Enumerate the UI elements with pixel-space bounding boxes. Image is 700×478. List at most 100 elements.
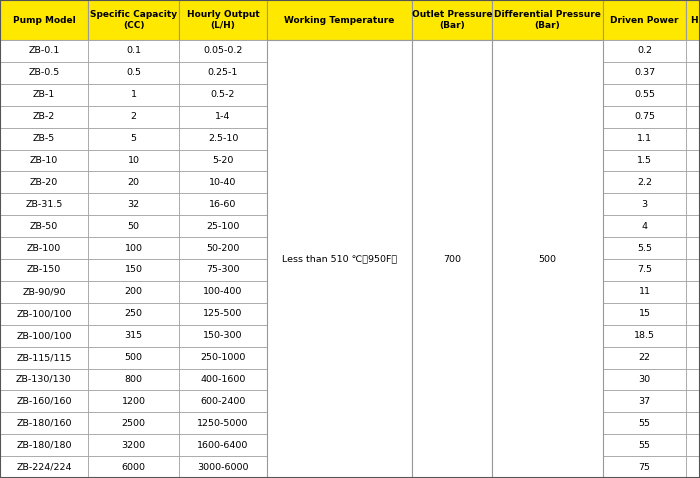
Text: 125-500: 125-500 [203, 309, 243, 318]
Bar [267, 0, 412, 40]
Bar [88, 172, 179, 193]
Text: ZB-0.1: ZB-0.1 [29, 46, 60, 55]
Bar [88, 259, 179, 281]
Text: 400-1600: 400-1600 [200, 375, 246, 384]
Bar [88, 40, 179, 62]
Bar [603, 391, 686, 413]
Bar [179, 325, 267, 347]
Text: 22: 22 [638, 353, 650, 362]
Text: ZB-224/224: ZB-224/224 [16, 463, 71, 472]
Text: 100-400: 100-400 [203, 287, 243, 296]
Bar [179, 259, 267, 281]
Bar [686, 150, 700, 172]
Text: ZB-180/180: ZB-180/180 [16, 441, 71, 450]
Bar [179, 84, 267, 106]
Text: ZB-100/100: ZB-100/100 [16, 309, 71, 318]
Text: 11: 11 [638, 287, 650, 296]
Text: 500: 500 [125, 353, 143, 362]
Text: ZB-1: ZB-1 [33, 90, 55, 99]
Bar [0, 303, 88, 325]
Bar [179, 106, 267, 128]
Bar [0, 369, 88, 391]
Text: ZB-115/115: ZB-115/115 [16, 353, 71, 362]
Bar [0, 0, 88, 40]
Bar [0, 281, 88, 303]
Bar [492, 40, 603, 478]
Text: ZB-31.5: ZB-31.5 [25, 200, 63, 209]
Text: 37: 37 [638, 397, 650, 406]
Text: 1250-5000: 1250-5000 [197, 419, 248, 428]
Bar [603, 434, 686, 456]
Bar [88, 84, 179, 106]
Text: 20: 20 [127, 178, 139, 187]
Bar [88, 391, 179, 413]
Bar [603, 281, 686, 303]
Bar [88, 106, 179, 128]
Bar [603, 347, 686, 369]
Text: Pump Model: Pump Model [13, 15, 76, 24]
Bar [267, 40, 412, 478]
Bar [179, 237, 267, 259]
Text: Differential Pressure
(Bar): Differential Pressure (Bar) [494, 10, 601, 30]
Text: 55: 55 [638, 441, 650, 450]
Text: 250-1000: 250-1000 [200, 353, 246, 362]
Text: ZB-5: ZB-5 [33, 134, 55, 143]
Bar [179, 434, 267, 456]
Bar [0, 347, 88, 369]
Bar [0, 62, 88, 84]
Bar [179, 0, 267, 40]
Text: 315: 315 [125, 331, 143, 340]
Bar [686, 281, 700, 303]
Bar [88, 369, 179, 391]
Text: ZB-2: ZB-2 [33, 112, 55, 121]
Bar [0, 434, 88, 456]
Bar [0, 40, 88, 62]
Text: 32: 32 [127, 200, 139, 209]
Text: 75: 75 [638, 463, 650, 472]
Bar [0, 325, 88, 347]
Bar [179, 62, 267, 84]
Text: 75-300: 75-300 [206, 265, 239, 274]
Bar [686, 84, 700, 106]
Bar [686, 0, 700, 40]
Bar [0, 391, 88, 413]
Bar [686, 347, 700, 369]
Bar [686, 303, 700, 325]
Text: 10-40: 10-40 [209, 178, 237, 187]
Text: 2: 2 [130, 112, 136, 121]
Bar [179, 193, 267, 215]
Text: 5-20: 5-20 [212, 156, 234, 165]
Bar [88, 434, 179, 456]
Bar [88, 303, 179, 325]
Text: 10: 10 [127, 156, 139, 165]
Bar [686, 456, 700, 478]
Bar [603, 128, 686, 150]
Bar [179, 456, 267, 478]
Bar [179, 172, 267, 193]
Bar [179, 150, 267, 172]
Text: 1.5: 1.5 [637, 156, 652, 165]
Text: 250: 250 [125, 309, 143, 318]
Bar [179, 369, 267, 391]
Text: 1-4: 1-4 [216, 112, 231, 121]
Bar [603, 193, 686, 215]
Bar [603, 40, 686, 62]
Bar [686, 172, 700, 193]
Bar [88, 0, 179, 40]
Bar [686, 325, 700, 347]
Text: Less than 510 ℃（950F）: Less than 510 ℃（950F） [282, 254, 397, 263]
Bar [603, 172, 686, 193]
Text: 0.1: 0.1 [126, 46, 141, 55]
Text: 4: 4 [641, 222, 648, 231]
Bar [603, 413, 686, 434]
Text: 2500: 2500 [122, 419, 146, 428]
Text: ZB-20: ZB-20 [30, 178, 58, 187]
Bar [179, 347, 267, 369]
Text: 0.75: 0.75 [634, 112, 655, 121]
Bar [686, 106, 700, 128]
Text: 1200: 1200 [122, 397, 146, 406]
Text: Driven Power: Driven Power [610, 15, 679, 24]
Text: 50: 50 [127, 222, 139, 231]
Bar [603, 456, 686, 478]
Bar [603, 325, 686, 347]
